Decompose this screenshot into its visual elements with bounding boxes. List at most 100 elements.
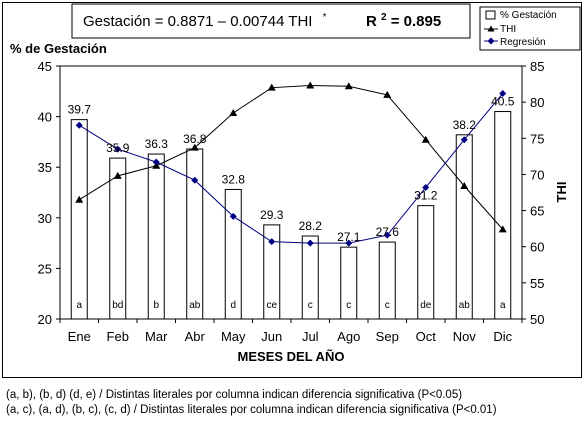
y-tick-label: 30 xyxy=(38,211,52,226)
equation-text: Gestación = 0.8871 – 0.00744 THI * xyxy=(83,12,327,30)
x-tick-label: Nov xyxy=(453,329,477,344)
bar-nov xyxy=(455,134,473,320)
thi-point xyxy=(344,82,353,90)
bar-value-label: 36.3 xyxy=(145,137,169,151)
y2-tick-label: 65 xyxy=(530,204,544,219)
significance-letter: de xyxy=(420,300,432,311)
equation-mark: * xyxy=(323,12,327,23)
regression-point xyxy=(345,239,353,247)
bar-value-label: 29.3 xyxy=(260,208,284,222)
bar-value-label: 28.2 xyxy=(299,219,323,233)
x-tick-label: Dic xyxy=(493,329,512,344)
footnotes: (a, b), (b, d) (d, e) / Distintas litera… xyxy=(6,388,497,418)
thi-point xyxy=(421,135,430,143)
bars-layer xyxy=(70,111,512,320)
y2-tick-label: 60 xyxy=(530,240,544,255)
y-axis-title: % de Gestación xyxy=(10,41,107,56)
regression-point xyxy=(499,89,507,97)
significance-letter: c xyxy=(308,300,313,311)
thi-point xyxy=(460,181,469,189)
equation-formula: Gestación = 0.8871 – 0.00744 THI xyxy=(83,13,312,30)
x-tick-label: May xyxy=(221,329,246,344)
significance-letter: c xyxy=(346,300,351,311)
bar-mar xyxy=(147,153,165,320)
y2-axis-title: THI xyxy=(554,182,569,203)
ticks-layer: 20 25 30 35 40 45 50 55 60 65 70 75 80 85 Ene Feb Mar Abr… xyxy=(38,59,545,344)
y-tick-label: 25 xyxy=(38,261,52,276)
significance-letter: ab xyxy=(459,300,471,311)
regression-series-line xyxy=(78,93,504,244)
significance-letter: c xyxy=(385,300,390,311)
regression-point xyxy=(268,238,276,246)
bar-jul xyxy=(301,235,319,320)
y-tick-label: 45 xyxy=(38,59,52,74)
bar-ago xyxy=(340,246,358,320)
y-tick-label: 40 xyxy=(38,110,52,125)
legend-regression-label: Regresión xyxy=(500,37,546,48)
regression-point xyxy=(422,183,430,191)
regression-point xyxy=(114,145,122,153)
regression-point xyxy=(75,121,83,129)
significance-letter: b xyxy=(153,300,159,311)
r-squared-label: R xyxy=(366,13,377,30)
bar-value-label: 32.8 xyxy=(222,172,246,186)
bar-value-label: 27.1 xyxy=(337,230,361,244)
x-tick-label: Ago xyxy=(337,329,360,344)
thi-point xyxy=(306,81,315,89)
significance-letter: a xyxy=(500,300,506,311)
x-tick-label: Sep xyxy=(376,329,399,344)
x-tick-label: Abr xyxy=(185,329,206,344)
regression-point xyxy=(383,231,391,239)
thi-point xyxy=(229,108,238,116)
y2-tick-label: 70 xyxy=(530,167,544,182)
x-tick-label: Feb xyxy=(107,329,129,344)
bar-value-label: 27.6 xyxy=(376,225,400,239)
legend-thi-label: THI xyxy=(500,24,516,35)
x-tick-label: Ene xyxy=(68,329,91,344)
significance-letter: ce xyxy=(266,300,277,311)
legend: % Gestación THI Regresión xyxy=(479,6,581,51)
r-squared-value: = 0.895 xyxy=(391,13,441,30)
bar-may xyxy=(224,188,242,320)
thi-point xyxy=(190,143,199,151)
y-tick-label: 35 xyxy=(38,160,52,175)
x-axis-title: MESES DEL AÑO xyxy=(238,349,345,364)
bar-feb xyxy=(109,157,127,320)
y2-tick-label: 75 xyxy=(530,131,544,146)
regression-point xyxy=(191,176,199,184)
bar-value-label: 40.5 xyxy=(491,95,515,109)
bar-jun xyxy=(263,224,281,320)
bar-value-label: 31.2 xyxy=(414,189,438,203)
bar-value-label: 38.2 xyxy=(453,118,477,132)
y2-tick-label: 80 xyxy=(530,95,544,110)
bar-value-label: 39.7 xyxy=(68,103,92,117)
thi-point xyxy=(383,90,392,98)
plot-area xyxy=(59,65,523,320)
thi-series-line xyxy=(78,85,504,230)
x-tick-label: Oct xyxy=(416,329,437,344)
footnote-1: (a, b), (b, d) (d, e) / Distintas litera… xyxy=(6,389,463,401)
thi-point xyxy=(498,225,507,233)
y2-tick-label: 55 xyxy=(530,276,544,291)
x-tick-label: Jun xyxy=(261,329,282,344)
footnote-2: (a, c), (a, d), (b, c), (c, d) / Distint… xyxy=(6,404,497,416)
bar-sep xyxy=(378,241,396,320)
legend-regression-marker xyxy=(487,37,495,45)
lines-layer xyxy=(75,81,507,247)
thi-point xyxy=(113,171,122,179)
thi-point xyxy=(267,83,276,91)
significance-letter: d xyxy=(230,300,236,311)
legend-thi-marker xyxy=(487,25,495,32)
significance-letter: bd xyxy=(112,300,123,311)
r-squared: R 2 = 0.895 xyxy=(366,7,441,30)
significance-letter: ab xyxy=(189,300,201,311)
y-tick-label: 20 xyxy=(38,312,52,327)
regression-point xyxy=(152,158,160,166)
legend-gestacion-swatch xyxy=(485,10,496,20)
bar-ene xyxy=(70,119,88,320)
bar-dic xyxy=(494,111,512,320)
regression-point xyxy=(306,239,314,247)
bar-abr xyxy=(186,148,204,320)
y2-tick-label: 85 xyxy=(530,59,544,74)
